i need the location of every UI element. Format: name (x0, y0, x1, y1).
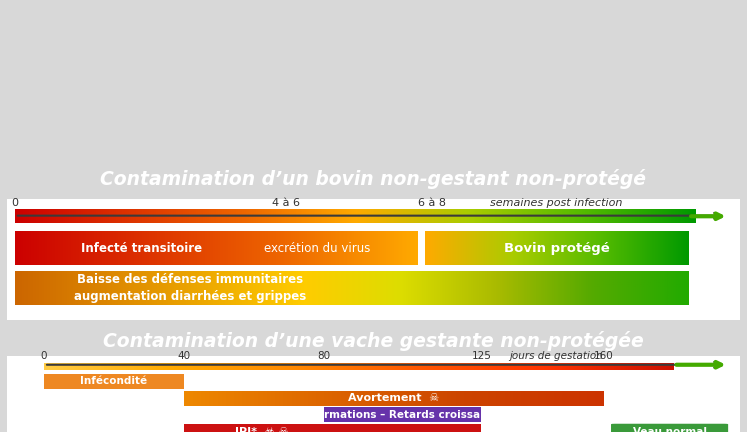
Text: IPI*  ☣ ☠: IPI* ☣ ☠ (235, 427, 289, 432)
Text: jours de gestation: jours de gestation (509, 351, 604, 361)
Text: Baisse des défenses immunitaires
augmentation diarrhées et grippes: Baisse des défenses immunitaires augment… (75, 273, 306, 303)
Text: Malformations – Retards croissance ☠: Malformations – Retards croissance ☠ (291, 410, 514, 420)
FancyBboxPatch shape (44, 374, 184, 389)
FancyBboxPatch shape (7, 356, 740, 432)
Text: Veau normal: Veau normal (633, 427, 707, 432)
Text: excrétion du virus: excrétion du virus (264, 242, 370, 255)
FancyBboxPatch shape (7, 199, 740, 320)
Text: 40: 40 (178, 351, 190, 361)
Text: Infecté transitoire: Infecté transitoire (81, 242, 202, 255)
Text: Avortement  ☠: Avortement ☠ (348, 393, 439, 403)
Text: 125: 125 (471, 351, 492, 361)
FancyBboxPatch shape (184, 424, 481, 432)
Text: 0: 0 (41, 351, 47, 361)
Text: Contamination d’un bovin non-gestant non-protégé: Contamination d’un bovin non-gestant non… (101, 168, 646, 188)
Text: Contamination d’une vache gestante non-protégée: Contamination d’une vache gestante non-p… (103, 330, 644, 350)
Text: Infécondité: Infécondité (81, 376, 148, 387)
Text: 6 à 8: 6 à 8 (418, 198, 446, 208)
Text: semaines post infection: semaines post infection (490, 198, 623, 208)
Text: 80: 80 (317, 351, 330, 361)
Text: 160: 160 (594, 351, 613, 361)
Text: 4 à 6: 4 à 6 (272, 198, 300, 208)
Text: 0: 0 (11, 198, 18, 208)
FancyBboxPatch shape (611, 424, 728, 432)
Text: Bovin protégé: Bovin protégé (503, 242, 610, 255)
FancyBboxPatch shape (324, 407, 481, 422)
